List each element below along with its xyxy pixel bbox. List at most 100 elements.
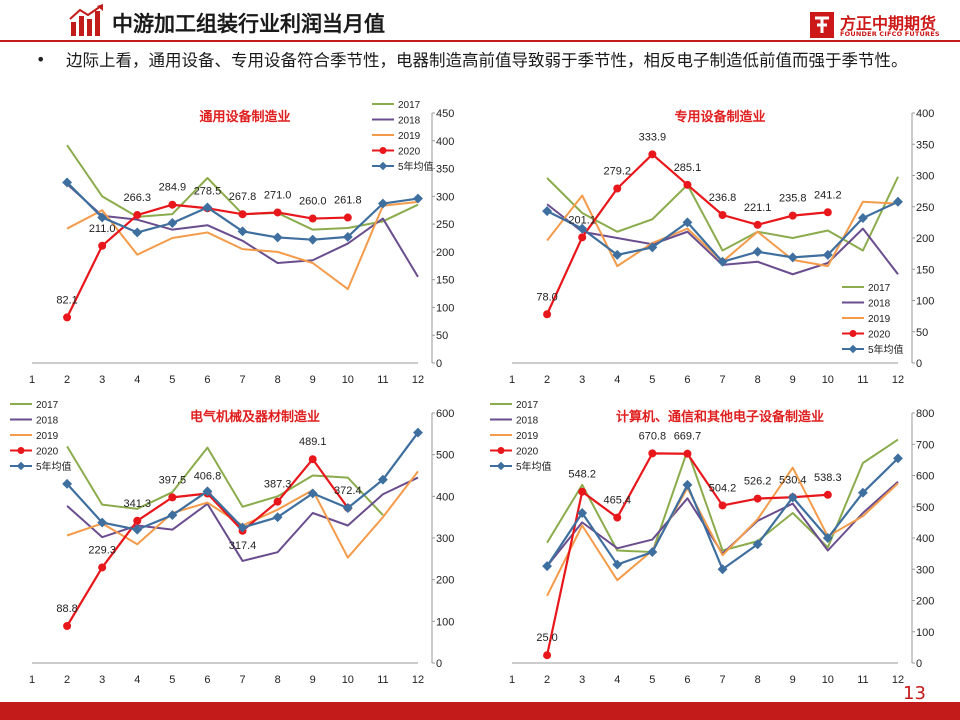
data-label: 201.1 (568, 214, 596, 226)
data-point-avg5 (752, 246, 763, 257)
x-tick-label: 11 (377, 374, 388, 386)
x-tick-label: 1 (29, 674, 35, 686)
legend-label: 2019 (868, 314, 891, 325)
data-label: 267.8 (229, 191, 257, 203)
legend-label: 2020 (398, 147, 421, 158)
y-tick-label: 250 (436, 219, 454, 231)
data-point-2020 (648, 449, 657, 458)
y-tick-label: 100 (436, 302, 454, 314)
y-tick-label: 100 (916, 627, 934, 639)
data-point-avg5 (272, 232, 283, 243)
y-tick-label: 50 (916, 327, 928, 339)
chart-title: 专用设备制造业 (674, 109, 765, 125)
legend-label: 2017 (868, 283, 891, 294)
data-label: 235.8 (779, 193, 807, 205)
y-tick-label: 500 (436, 450, 454, 462)
y-tick-label: 600 (916, 471, 934, 483)
y-tick-label: 300 (916, 171, 934, 183)
data-point-avg5 (413, 193, 423, 204)
data-point-2020 (613, 184, 622, 193)
data-label: 261.8 (334, 195, 362, 207)
series-line-2020 (66, 458, 349, 627)
x-tick-label: 9 (310, 374, 316, 386)
y-tick-label: 150 (916, 264, 934, 276)
y-tick-label: 100 (916, 296, 934, 308)
data-point-2020 (788, 211, 797, 220)
data-point-2020 (133, 516, 142, 525)
data-label: 211.0 (89, 223, 116, 235)
y-tick-label: 450 (436, 108, 454, 120)
data-label: 241.2 (814, 189, 842, 201)
x-tick-label: 1 (509, 374, 515, 386)
data-point-avg5 (132, 227, 143, 238)
data-point-avg5 (62, 478, 73, 489)
legend-marker (17, 447, 25, 454)
x-tick-label: 6 (684, 374, 690, 386)
data-point-2020 (63, 622, 72, 630)
x-tick-label: 8 (755, 374, 761, 386)
legend-label: 2020 (516, 447, 539, 458)
data-point-2020 (753, 220, 762, 229)
data-point-avg5 (577, 223, 588, 234)
y-tick-label: 0 (436, 658, 442, 670)
data-label: 465.4 (604, 495, 632, 507)
data-point-2020 (543, 310, 552, 319)
data-label: 504.2 (709, 482, 737, 494)
x-tick-label: 2 (64, 674, 70, 686)
y-tick-label: 50 (436, 330, 448, 342)
x-tick-label: 3 (579, 674, 585, 686)
series-line-2018 (66, 183, 419, 278)
data-point-avg5 (377, 198, 388, 209)
series-line-2017 (546, 176, 899, 252)
legend-label: 2019 (36, 431, 59, 442)
y-tick-label: 400 (436, 136, 454, 148)
x-tick-label: 9 (790, 674, 796, 686)
data-point-2020 (308, 214, 317, 223)
x-tick-label: 2 (64, 374, 70, 386)
data-point-avg5 (542, 561, 553, 572)
y-tick-label: 300 (436, 191, 454, 203)
legend-label: 2018 (868, 299, 891, 310)
legend-label: 2018 (516, 416, 539, 427)
data-label: 82.1 (56, 294, 77, 306)
data-point-avg5 (307, 234, 318, 245)
data-point-2020 (63, 313, 72, 322)
data-point-2020 (168, 493, 177, 502)
y-tick-label: 200 (916, 596, 934, 608)
x-tick-label: 7 (719, 674, 725, 686)
series-line-2019 (546, 194, 899, 268)
data-label: 670.8 (639, 430, 667, 442)
x-tick-label: 8 (275, 674, 281, 686)
x-tick-label: 6 (204, 374, 210, 386)
data-label: 397.5 (159, 474, 187, 486)
logo-text-en: FOUNDER CIFCO FUTURES (840, 30, 940, 38)
y-tick-label: 800 (916, 408, 934, 420)
data-label: 221.1 (744, 202, 772, 214)
legend-label: 5年均值 (36, 460, 72, 473)
data-label: 284.9 (159, 182, 187, 194)
data-label: 372.4 (334, 485, 362, 497)
data-label: 406.8 (194, 471, 222, 483)
series-line-2019 (546, 466, 899, 597)
data-point-2020 (683, 180, 692, 189)
data-label: 317.4 (229, 540, 257, 552)
data-label: 538.3 (814, 472, 842, 484)
legend-label: 2019 (516, 431, 539, 442)
chart-title: 计算机、通信和其他电子设备制造业 (616, 409, 824, 425)
data-point-2020 (308, 455, 317, 464)
data-point-avg5 (822, 249, 833, 260)
commentary-text: 边际上看，通用设备、专用设备符合季节性，电器制造高前值导致弱于季节性，相反电子制… (66, 51, 908, 70)
y-tick-label: 350 (916, 139, 934, 151)
data-label: 669.7 (674, 431, 702, 443)
data-label: 526.2 (744, 476, 772, 488)
data-point-2020 (683, 449, 692, 458)
y-tick-label: 250 (916, 202, 934, 214)
legend-marker (849, 330, 857, 337)
data-point-2020 (753, 494, 762, 503)
y-tick-label: 400 (436, 491, 454, 503)
data-point-2020 (823, 208, 832, 217)
y-tick-label: 200 (916, 233, 934, 245)
